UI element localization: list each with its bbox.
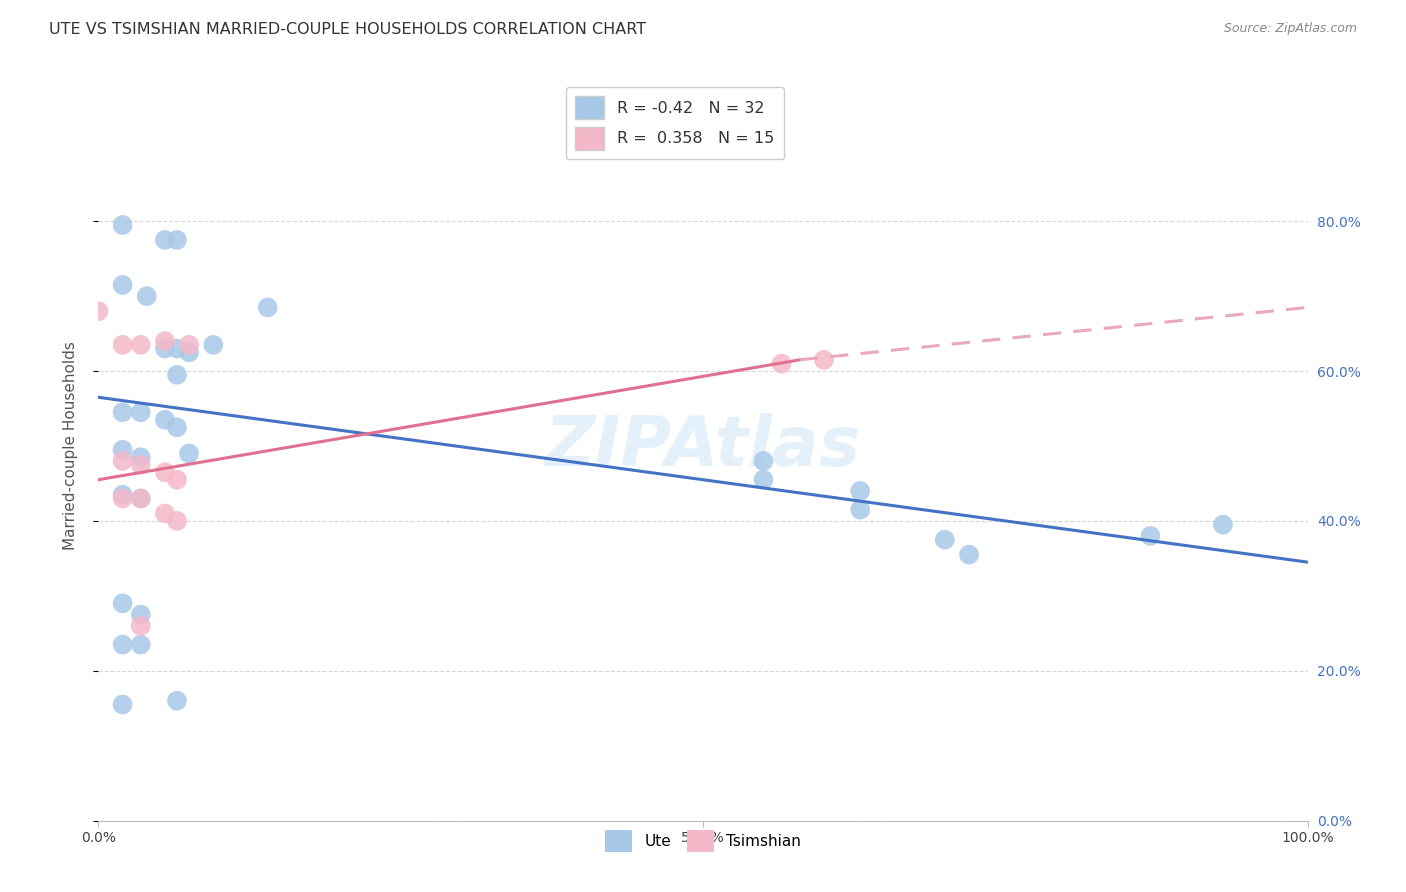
- Point: [752, 454, 775, 468]
- Point: [849, 502, 872, 516]
- Point: [111, 488, 134, 502]
- Point: [752, 473, 775, 487]
- Point: [1212, 517, 1234, 532]
- Point: [166, 342, 188, 356]
- Point: [153, 342, 176, 356]
- Point: [111, 454, 134, 468]
- Point: [129, 638, 152, 652]
- Point: [87, 304, 110, 318]
- Point: [153, 465, 176, 479]
- Point: [153, 334, 176, 348]
- Point: [179, 345, 201, 359]
- Point: [166, 514, 188, 528]
- Point: [111, 338, 134, 352]
- Point: [202, 338, 225, 352]
- Point: [179, 446, 201, 460]
- Point: [770, 357, 793, 371]
- Point: [166, 233, 188, 247]
- Point: [849, 483, 872, 498]
- Point: [256, 301, 278, 315]
- Point: [129, 607, 152, 622]
- Point: [1139, 529, 1161, 543]
- Point: [111, 442, 134, 457]
- Point: [111, 405, 134, 419]
- Point: [957, 548, 980, 562]
- Point: [153, 413, 176, 427]
- Point: [166, 473, 188, 487]
- Point: [153, 507, 176, 521]
- Text: UTE VS TSIMSHIAN MARRIED-COUPLE HOUSEHOLDS CORRELATION CHART: UTE VS TSIMSHIAN MARRIED-COUPLE HOUSEHOL…: [49, 22, 647, 37]
- Point: [111, 218, 134, 232]
- Point: [934, 533, 956, 547]
- Text: ZIPAtlas: ZIPAtlas: [546, 412, 860, 480]
- Point: [166, 368, 188, 382]
- Point: [129, 491, 152, 506]
- Point: [129, 619, 152, 633]
- Point: [166, 420, 188, 434]
- Point: [111, 491, 134, 506]
- Point: [153, 233, 176, 247]
- Point: [179, 338, 201, 352]
- Y-axis label: Married-couple Households: Married-couple Households: [63, 342, 77, 550]
- Text: Source: ZipAtlas.com: Source: ZipAtlas.com: [1223, 22, 1357, 36]
- Point: [813, 352, 835, 367]
- Point: [129, 338, 152, 352]
- Point: [111, 596, 134, 610]
- Point: [111, 698, 134, 712]
- Point: [129, 450, 152, 465]
- Point: [129, 491, 152, 506]
- Point: [111, 638, 134, 652]
- Point: [129, 405, 152, 419]
- Legend: Ute, Tsimshian: Ute, Tsimshian: [599, 824, 807, 858]
- Point: [166, 694, 188, 708]
- Point: [129, 458, 152, 472]
- Point: [135, 289, 157, 303]
- Point: [111, 277, 134, 292]
